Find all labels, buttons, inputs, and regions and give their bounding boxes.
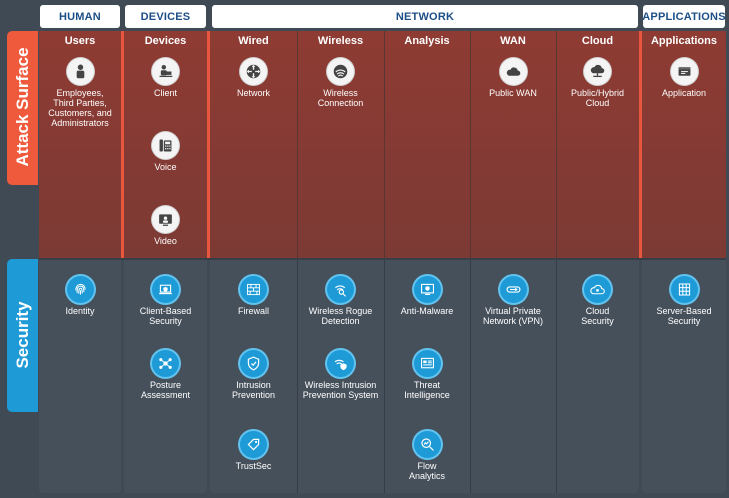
column-title-analysis: Analysis xyxy=(404,35,450,47)
wifi-search-icon xyxy=(327,276,354,303)
wireless-connection-item: Wireless Connection xyxy=(297,58,384,108)
band-boundary xyxy=(39,258,726,260)
network-divider xyxy=(470,259,471,493)
attack-separator xyxy=(207,31,210,259)
brick-wall-icon xyxy=(240,276,267,303)
laptop-user-icon xyxy=(152,58,179,85)
security-tab: Security xyxy=(7,259,38,412)
fingerprint-icon xyxy=(66,276,94,303)
posture-assessment-item: Posture Assessment xyxy=(124,350,207,400)
column-title-devices: Devices xyxy=(144,35,187,47)
app-window-icon xyxy=(670,58,698,85)
header-human: HUMAN xyxy=(40,5,120,28)
network-divider xyxy=(384,259,385,493)
attack-band-network xyxy=(210,31,639,259)
intrusion-prevention-item: Intrusion Prevention xyxy=(210,350,297,400)
shield-icon xyxy=(240,350,267,377)
client-item: Client xyxy=(124,58,207,98)
header-applications: APPLICATIONS xyxy=(642,5,726,28)
attack-separator xyxy=(121,31,124,259)
network-item: Network xyxy=(210,58,297,98)
network-divider xyxy=(297,259,298,493)
desk-phone-icon xyxy=(152,132,179,159)
header-network: NETWORK xyxy=(212,5,638,28)
column-title-wan: WAN xyxy=(500,35,526,47)
cloud-icon xyxy=(499,58,527,85)
wifi-icon xyxy=(327,58,354,85)
tag-icon xyxy=(240,431,267,458)
threat-intelligence-item: Threat Intelligence xyxy=(384,350,470,400)
public-hybrid-cloud-item: Public/Hybrid Cloud xyxy=(556,58,639,108)
monitor-shield-icon xyxy=(413,276,441,303)
tunnel-icon xyxy=(499,276,527,303)
column-title-wireless: Wireless xyxy=(317,35,364,47)
identity-item: Identity xyxy=(39,276,121,316)
voice-item: Voice xyxy=(124,132,207,172)
cloud-lock-icon xyxy=(584,276,611,303)
attack-separator xyxy=(639,31,642,259)
video-screen-icon xyxy=(152,206,179,233)
column-title-users: Users xyxy=(64,35,96,47)
attack-surface-tab: Attack Surface xyxy=(7,31,38,185)
client-based-security-item: Client-Based Security xyxy=(124,276,207,326)
column-title-cloud: Cloud xyxy=(581,35,614,47)
dashboard-screen-icon xyxy=(413,350,441,377)
column-title-applications: Applications xyxy=(650,35,717,47)
anti-malware-item: Anti-Malware xyxy=(384,276,470,316)
network-divider xyxy=(556,259,557,493)
server-grid-icon xyxy=(670,276,698,303)
users-item: Employees, Third Parties, Customers, and… xyxy=(39,58,121,128)
wifi-shield-icon xyxy=(327,350,354,377)
security-label: Security xyxy=(13,301,32,369)
server-based-security-item: Server-Based Security xyxy=(642,276,726,326)
video-item: Video xyxy=(124,206,207,246)
trustsec-item: TrustSec xyxy=(210,431,297,471)
cloud-server-icon xyxy=(584,58,611,85)
firewall-item: Firewall xyxy=(210,276,297,316)
laptop-shield-icon xyxy=(152,276,179,303)
public-wan-item: Public WAN xyxy=(470,58,556,98)
vpn-item: Virtual Private Network (VPN) xyxy=(470,276,556,326)
attack-surface-label: Attack Surface xyxy=(13,47,32,167)
person-icon xyxy=(66,58,94,85)
column-title-wired: Wired xyxy=(238,35,269,47)
application-item: Application xyxy=(642,58,726,98)
flow-analytics-item: Flow Analytics xyxy=(384,431,470,481)
network-nodes-icon xyxy=(152,350,179,377)
wireless-rogue-detection-item: Wireless Rogue Detection xyxy=(297,276,384,326)
header-devices: DEVICES xyxy=(125,5,206,28)
cloud-security-item: Cloud Security xyxy=(556,276,639,326)
magnifier-chart-icon xyxy=(413,431,441,458)
router-icon xyxy=(240,58,267,85)
wireless-ips-item: Wireless Intrusion Prevention System xyxy=(297,350,384,400)
